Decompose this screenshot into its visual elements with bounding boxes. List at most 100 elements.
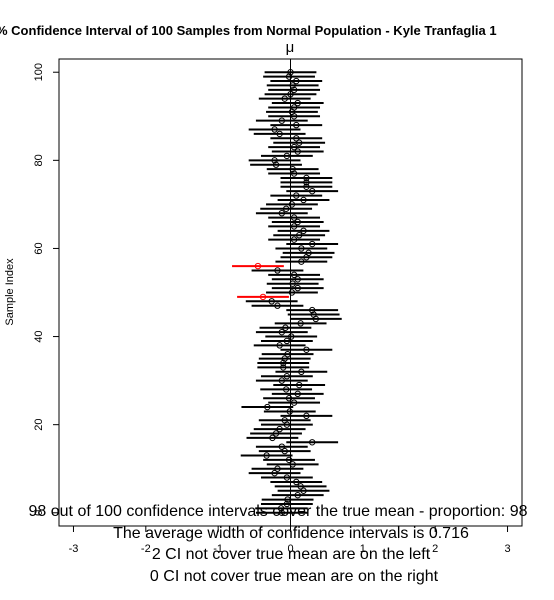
sample-mean-point [285, 395, 293, 402]
summary-line: 2 CI not cover true mean are on the left [152, 546, 431, 563]
sample-mean-point [294, 390, 301, 398]
sample-mean-point [293, 77, 300, 85]
sample-mean-point [293, 121, 300, 129]
sample-mean-point [283, 152, 291, 160]
y-tick-label: 40 [33, 330, 45, 342]
sample-mean-point [303, 346, 310, 353]
sample-mean-point [289, 165, 296, 173]
sample-mean-point [259, 293, 267, 301]
summary-line: 0 CI not cover true mean are on the righ… [150, 568, 439, 585]
sample-mean-point [297, 320, 304, 327]
sample-mean-point [289, 280, 296, 287]
y-tick-label: 100 [33, 63, 45, 81]
sample-mean-point [300, 487, 307, 494]
sample-mean-point [303, 412, 310, 420]
sample-mean-point [303, 183, 310, 190]
sample-mean-point [309, 306, 316, 314]
sample-mean-point [290, 223, 298, 230]
sample-mean-point [290, 271, 298, 279]
sample-mean-point [298, 245, 305, 252]
sample-mean-point [285, 73, 293, 80]
sample-mean-point [297, 483, 304, 490]
sample-mean-point [272, 161, 280, 168]
sample-mean-point [290, 236, 298, 243]
sample-mean-point [288, 289, 296, 296]
sample-mean-point [278, 209, 286, 217]
sample-mean-point [294, 284, 301, 292]
sample-mean-point [281, 95, 288, 102]
sample-mean-point [268, 298, 275, 305]
sample-mean-point [274, 267, 281, 274]
sample-mean-point [309, 187, 316, 195]
sample-mean-point [281, 417, 288, 424]
true-mean-label: μ [286, 39, 295, 56]
sample-mean-point [294, 99, 301, 107]
sample-mean-point [300, 227, 307, 235]
y-axis: 0 20 40 60 80 100 [33, 63, 59, 516]
x-tick-label: 1 [360, 543, 366, 555]
sample-mean-point [309, 439, 316, 446]
y-axis-label: Sample Index [4, 258, 16, 326]
sample-mean-point [294, 276, 301, 283]
summary-text: 98 out of 100 confidence intervals cover… [29, 503, 528, 585]
sample-mean-point [289, 461, 296, 468]
summary-line: 98 out of 100 confidence intervals cover… [29, 503, 528, 520]
sample-mean-point [278, 509, 286, 516]
sample-mean-point [294, 148, 301, 155]
sample-mean-point [282, 324, 289, 331]
sample-mean-point [276, 342, 283, 349]
x-tick-label: 0 [287, 543, 293, 555]
sample-mean-point [283, 337, 291, 345]
sample-mean-point [264, 403, 271, 411]
sample-mean-point [274, 302, 281, 309]
sample-mean-point [274, 465, 281, 472]
sample-mean-point [295, 381, 303, 389]
y-tick-label: 60 [33, 242, 45, 254]
sample-mean-point [290, 170, 298, 177]
x-tick-label: 2 [432, 543, 438, 555]
sample-mean-point [286, 408, 293, 415]
sample-mean-point [254, 262, 262, 270]
sample-mean-point [293, 135, 300, 142]
sample-mean-point [278, 377, 286, 384]
sample-mean-point [293, 192, 300, 199]
sample-mean-point [277, 505, 285, 512]
sample-mean-point [290, 214, 298, 221]
y-tick-label: 80 [33, 154, 45, 166]
sample-mean-point [285, 456, 293, 464]
y-tick-label: 0 [33, 510, 45, 516]
sample-mean-point [290, 104, 298, 111]
sample-mean-point [272, 430, 280, 437]
sample-mean-point [289, 82, 296, 89]
sample-mean-point [303, 174, 310, 182]
sample-mean-point [278, 117, 286, 124]
sample-mean-point [278, 443, 286, 450]
sample-mean-point [300, 196, 307, 204]
sample-mean-point [298, 368, 305, 376]
sample-mean-point [280, 364, 287, 371]
sample-mean-point [309, 240, 316, 248]
sample-mean-point [282, 205, 290, 212]
sample-mean-point [290, 86, 298, 94]
sample-mean-point [283, 474, 291, 481]
sample-mean-point [271, 126, 278, 133]
sample-mean-point [288, 201, 296, 208]
sample-mean-point [276, 130, 283, 138]
x-tick-label: -2 [141, 543, 151, 555]
sample-mean-point [290, 399, 298, 406]
sample-mean-point [290, 143, 298, 151]
sample-mean-point [281, 355, 288, 362]
x-tick-label: -1 [213, 543, 223, 555]
sample-mean-point [303, 179, 310, 186]
sample-mean-point [294, 218, 301, 226]
summary-line: The average width of confidence interval… [113, 525, 469, 542]
sample-mean-point [294, 491, 301, 499]
chart-title: % Confidence Interval of 100 Samples fro… [0, 23, 497, 38]
sample-mean-point [295, 139, 303, 146]
sample-mean-point [298, 258, 305, 265]
sample-mean-point [282, 386, 290, 393]
sample-mean-point [271, 469, 278, 477]
sample-mean-point [283, 500, 291, 508]
x-tick-label: 3 [504, 543, 510, 555]
